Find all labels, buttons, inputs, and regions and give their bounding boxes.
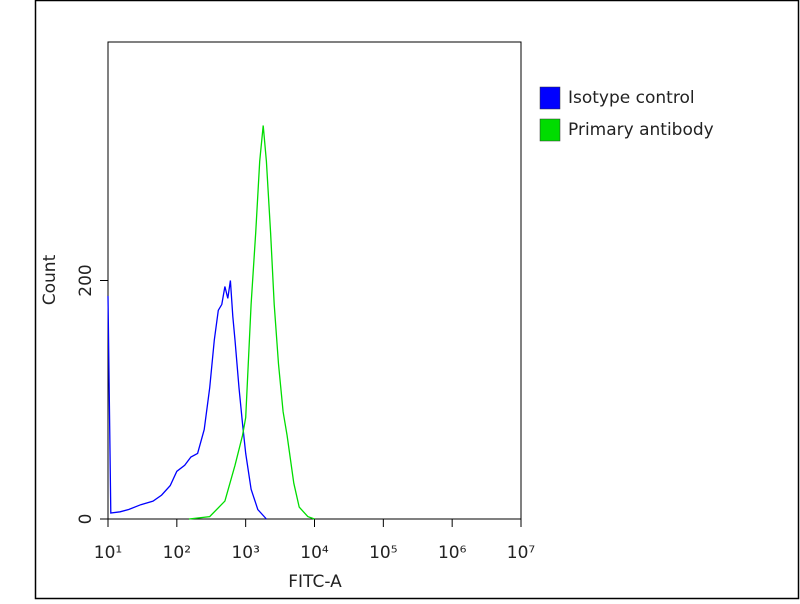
x-tick-label: 10¹ bbox=[94, 543, 122, 563]
series-line bbox=[107, 280, 267, 520]
x-tick-label: 10³ bbox=[231, 543, 259, 563]
x-tick-label: 10⁶ bbox=[438, 543, 467, 563]
x-tick-label: 10⁵ bbox=[369, 543, 397, 563]
y-tick-label: 200 bbox=[76, 264, 96, 296]
x-axis-label: FITC-A bbox=[288, 572, 342, 592]
frame bbox=[34, 0, 800, 600]
legend-label: Isotype control bbox=[568, 88, 695, 108]
series-line bbox=[188, 125, 315, 520]
y-axis-label: Count bbox=[40, 254, 60, 305]
legend-swatch bbox=[539, 86, 561, 110]
legend-label: Primary antibody bbox=[568, 120, 714, 140]
legend-swatch bbox=[539, 118, 561, 142]
y-tick-label: 0 bbox=[76, 514, 96, 525]
x-tick-label: 10⁴ bbox=[300, 543, 329, 563]
x-tick-label: 10⁷ bbox=[507, 543, 536, 563]
x-tick-label: 10² bbox=[163, 543, 191, 563]
